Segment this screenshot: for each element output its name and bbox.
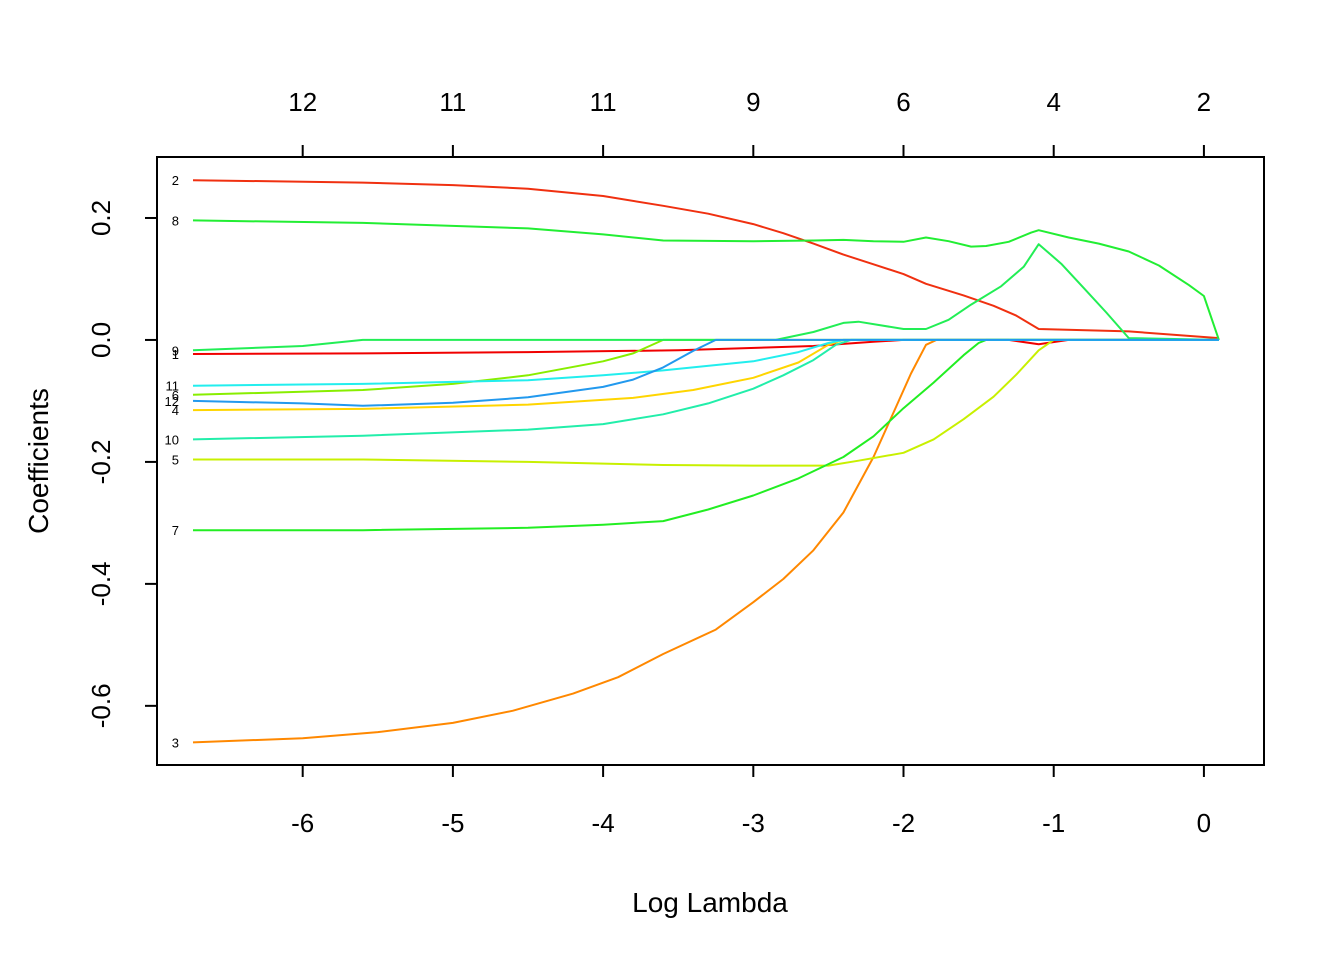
- top-tick-label: 6: [896, 87, 910, 117]
- curve-label-2: 2: [172, 173, 179, 188]
- curve-label-6: 6: [172, 388, 179, 403]
- coefficient-path-2: [192, 179, 1219, 340]
- top-tick-label: 4: [1046, 87, 1060, 117]
- x-tick-label: -3: [742, 808, 765, 838]
- coefficient-path-4: [192, 338, 1219, 412]
- bottom-axis: -6 -5 -4 -3 -2 -1 0: [291, 765, 1211, 838]
- coefficient-path-6: [192, 338, 1219, 396]
- x-axis-title: Log Lambda: [632, 887, 788, 918]
- y-tick-label: -0.2: [86, 440, 116, 485]
- top-axis: 12 11 11 9 6 4 2: [288, 87, 1211, 157]
- x-tick-label: -2: [892, 808, 915, 838]
- curve-label-8: 8: [172, 213, 179, 228]
- plot-frame: [156, 156, 1265, 766]
- top-tick-label: 9: [746, 87, 760, 117]
- coefficient-path-10: [192, 338, 1219, 441]
- top-tick-label: 2: [1197, 87, 1211, 117]
- coefficient-path-11: [192, 338, 1219, 387]
- x-tick-label: -6: [291, 808, 314, 838]
- series-layer: [192, 179, 1220, 744]
- curve-label-11: 11: [166, 379, 180, 394]
- coefficient-path-7: [193, 338, 1219, 532]
- coefficient-path-8: [192, 219, 1220, 341]
- coefficient-path-5: [193, 338, 1219, 467]
- top-tick-label: 12: [288, 87, 317, 117]
- y-tick-label: 0.2: [86, 200, 116, 236]
- curve-label-1: 1: [172, 347, 179, 362]
- top-tick-label: 11: [590, 87, 617, 117]
- x-tick-label: 0: [1197, 808, 1211, 838]
- left-axis: -0.6 -0.4 -0.2 0.0 0.2: [86, 200, 157, 728]
- curve-label-9: 9: [172, 343, 179, 358]
- curve-label-12: 12: [165, 394, 179, 409]
- coefficient-path-12: [192, 338, 1219, 407]
- y-tick-label: -0.4: [86, 561, 116, 606]
- y-axis-title: Coefficients: [23, 388, 54, 534]
- coefficient-path-3: [192, 338, 1219, 744]
- x-tick-label: -4: [592, 808, 615, 838]
- y-tick-label: -0.6: [86, 683, 116, 728]
- x-tick-label: -5: [441, 808, 464, 838]
- curve-label-10: 10: [165, 432, 179, 447]
- curve-label-5: 5: [172, 452, 179, 467]
- top-tick-label: 11: [439, 87, 466, 117]
- curve-label-7: 7: [172, 523, 179, 538]
- curve-label-4: 4: [172, 403, 179, 418]
- coefficient-path-9: [192, 243, 1219, 352]
- x-tick-label: -1: [1042, 808, 1065, 838]
- y-tick-label: 0.0: [86, 322, 116, 358]
- curve-label-3: 3: [172, 735, 179, 750]
